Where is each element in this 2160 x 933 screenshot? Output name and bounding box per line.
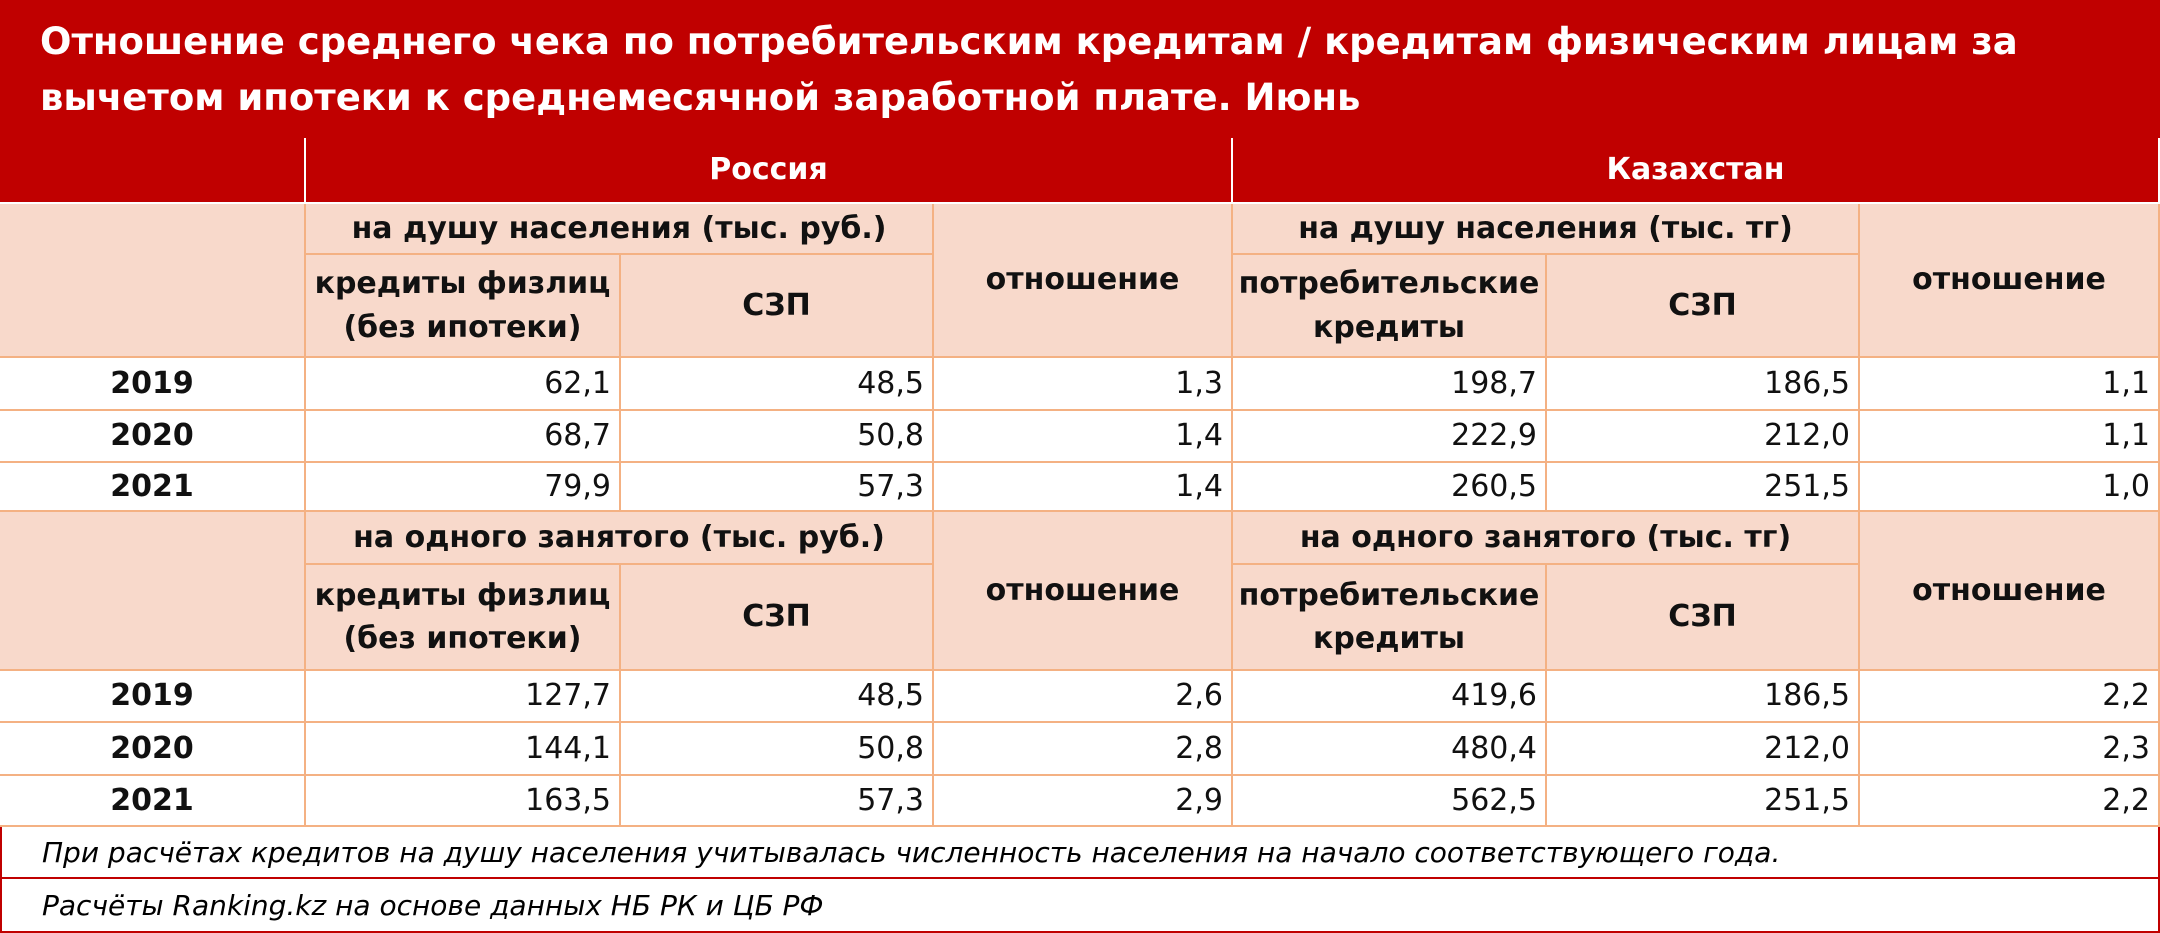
column-header: СЗП: [1547, 565, 1860, 671]
value-cell: 212,0: [1547, 723, 1860, 776]
header-cell: [0, 204, 306, 358]
year-cell: 2021: [0, 776, 306, 827]
title: Отношение среднего чека по потребительск…: [0, 0, 2160, 138]
value-cell: 1,4: [934, 463, 1233, 512]
source: Расчёты Ranking.kz на основе данных НБ Р…: [0, 879, 2160, 933]
column-header: отношение: [934, 204, 1233, 358]
value-cell: 48,5: [621, 671, 934, 723]
value-cell: 212,0: [1547, 411, 1860, 463]
value-cell: 163,5: [306, 776, 621, 827]
value-cell: 62,1: [306, 358, 621, 411]
value-cell: 562,5: [1233, 776, 1547, 827]
country-header: Казахстан: [1233, 138, 2160, 204]
column-header: отношение: [934, 512, 1233, 671]
value-cell: 50,8: [621, 411, 934, 463]
year-cell: 2020: [0, 411, 306, 463]
note: При расчётах кредитов на душу населения …: [0, 827, 2160, 879]
column-header: СЗП: [621, 255, 934, 358]
value-cell: 419,6: [1233, 671, 1547, 723]
group-header: на душу населения (тыс. руб.): [306, 204, 934, 255]
value-cell: 2,6: [934, 671, 1233, 723]
value-cell: 2,8: [934, 723, 1233, 776]
value-cell: 127,7: [306, 671, 621, 723]
value-cell: 79,9: [306, 463, 621, 512]
header-cell: [0, 512, 306, 671]
group-header: на одного занятого (тыс. тг): [1233, 512, 1860, 565]
year-cell: 2019: [0, 671, 306, 723]
group-header: на душу населения (тыс. тг): [1233, 204, 1860, 255]
value-cell: 198,7: [1233, 358, 1547, 411]
value-cell: 1,1: [1860, 411, 2160, 463]
value-cell: 50,8: [621, 723, 934, 776]
value-cell: 2,2: [1860, 776, 2160, 827]
value-cell: 68,7: [306, 411, 621, 463]
value-cell: 186,5: [1547, 358, 1860, 411]
value-cell: 260,5: [1233, 463, 1547, 512]
value-cell: 186,5: [1547, 671, 1860, 723]
country-header: Россия: [306, 138, 1233, 204]
value-cell: 1,3: [934, 358, 1233, 411]
value-cell: 2,9: [934, 776, 1233, 827]
column-header: отношение: [1860, 204, 2160, 358]
value-cell: 57,3: [621, 776, 934, 827]
value-cell: 2,3: [1860, 723, 2160, 776]
value-cell: 1,0: [1860, 463, 2160, 512]
column-header: кредиты физлиц (без ипотеки): [306, 255, 621, 358]
value-cell: 2,2: [1860, 671, 2160, 723]
value-cell: 251,5: [1547, 463, 1860, 512]
group-header: на одного занятого (тыс. руб.): [306, 512, 934, 565]
value-cell: 1,1: [1860, 358, 2160, 411]
column-header: СЗП: [621, 565, 934, 671]
value-cell: 480,4: [1233, 723, 1547, 776]
value-cell: 144,1: [306, 723, 621, 776]
year-cell: 2020: [0, 723, 306, 776]
year-cell: 2019: [0, 358, 306, 411]
header-cell: [0, 138, 306, 204]
value-cell: 57,3: [621, 463, 934, 512]
value-cell: 48,5: [621, 358, 934, 411]
column-header: отношение: [1860, 512, 2160, 671]
column-header: СЗП: [1547, 255, 1860, 358]
year-cell: 2021: [0, 463, 306, 512]
value-cell: 251,5: [1547, 776, 1860, 827]
value-cell: 1,4: [934, 411, 1233, 463]
value-cell: 222,9: [1233, 411, 1547, 463]
column-header: потребительские кредиты: [1233, 565, 1547, 671]
column-header: кредиты физлиц (без ипотеки): [306, 565, 621, 671]
column-header: потребительские кредиты: [1233, 255, 1547, 358]
